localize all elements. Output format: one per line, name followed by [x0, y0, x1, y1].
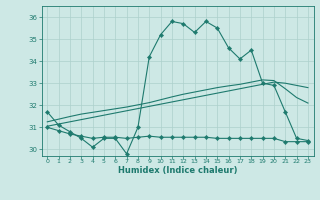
X-axis label: Humidex (Indice chaleur): Humidex (Indice chaleur) [118, 166, 237, 175]
